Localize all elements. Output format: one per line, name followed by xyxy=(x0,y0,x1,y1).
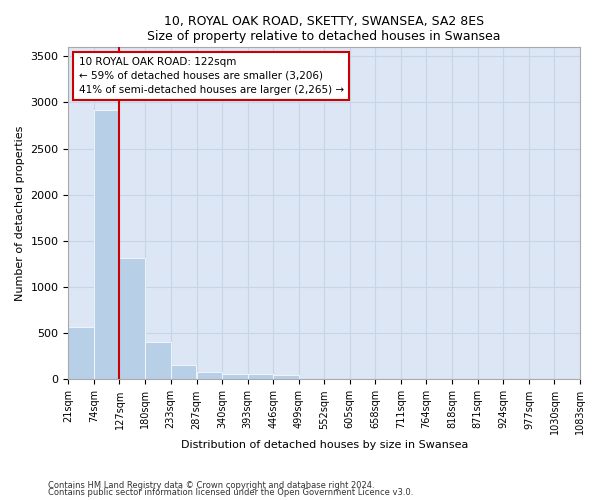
X-axis label: Distribution of detached houses by size in Swansea: Distribution of detached houses by size … xyxy=(181,440,468,450)
Title: 10, ROYAL OAK ROAD, SKETTY, SWANSEA, SA2 8ES
Size of property relative to detach: 10, ROYAL OAK ROAD, SKETTY, SWANSEA, SA2… xyxy=(148,15,501,43)
Text: 10 ROYAL OAK ROAD: 122sqm
← 59% of detached houses are smaller (3,206)
41% of se: 10 ROYAL OAK ROAD: 122sqm ← 59% of detac… xyxy=(79,57,344,95)
Bar xyxy=(170,365,196,380)
Y-axis label: Number of detached properties: Number of detached properties xyxy=(15,126,25,301)
Text: Contains HM Land Registry data © Crown copyright and database right 2024.: Contains HM Land Registry data © Crown c… xyxy=(48,480,374,490)
Bar xyxy=(273,376,299,380)
Bar xyxy=(119,258,145,380)
Bar xyxy=(248,374,273,380)
Bar xyxy=(94,110,119,380)
Bar xyxy=(145,342,170,380)
Bar xyxy=(222,374,248,380)
Bar xyxy=(68,327,94,380)
Text: Contains public sector information licensed under the Open Government Licence v3: Contains public sector information licen… xyxy=(48,488,413,497)
Bar xyxy=(197,372,222,380)
